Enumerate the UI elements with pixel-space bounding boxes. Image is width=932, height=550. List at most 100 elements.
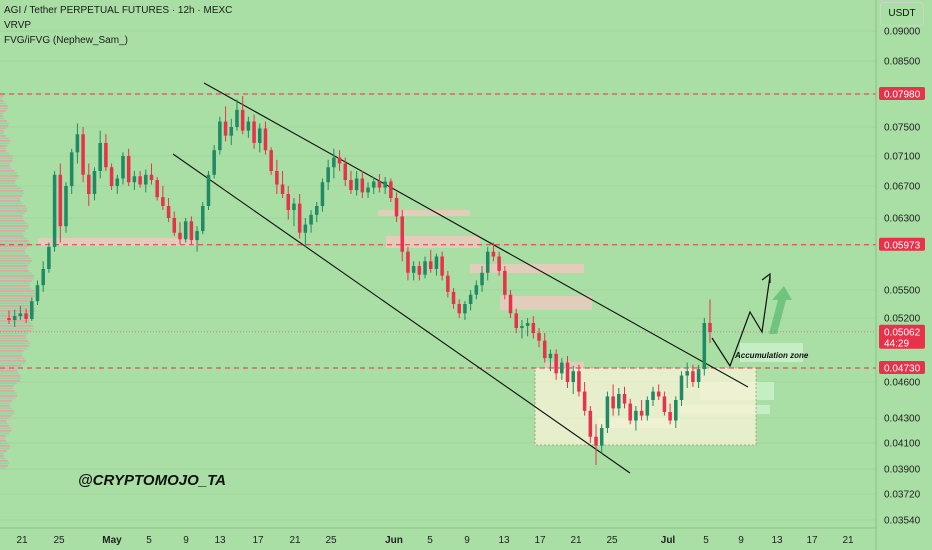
currency-button[interactable]: USDT	[880, 2, 924, 26]
candle-body	[229, 127, 234, 136]
volume-profile-bar	[0, 417, 9, 420]
candle-body	[622, 394, 627, 404]
volume-profile-bar	[0, 295, 36, 297]
volume-profile-bar	[0, 282, 30, 285]
volume-profile-bar	[0, 102, 6, 105]
time-axis-label: 5	[703, 535, 709, 546]
candle-body	[138, 176, 142, 185]
volume-profile-bar	[0, 192, 24, 195]
volume-profile-bar	[0, 182, 16, 185]
candle-body	[280, 184, 285, 194]
volume-profile-bar	[0, 405, 10, 407]
volume-profile-bar	[0, 165, 10, 167]
volume-profile-bar	[0, 100, 4, 102]
volume-profile-bar	[0, 190, 24, 192]
candle-body	[594, 436, 598, 446]
candle-body	[371, 181, 376, 188]
candle-body	[662, 396, 667, 412]
volume-profile-bar	[0, 440, 6, 442]
volume-profile-bar	[0, 270, 29, 272]
bullish-arrow-icon	[769, 286, 792, 334]
candle-body	[64, 186, 68, 227]
candle-body	[417, 266, 422, 275]
indicator-vrvp-label[interactable]: VRVP	[4, 20, 32, 31]
volume-profile-bar	[0, 112, 4, 115]
volume-profile-bar	[0, 157, 14, 160]
fvg-bullish-box	[740, 343, 803, 362]
volume-profile-bar	[0, 350, 24, 352]
volume-profile-bar	[0, 187, 21, 190]
volume-profile-bar	[0, 257, 32, 260]
candle-body	[349, 180, 353, 190]
volume-profile-bar	[0, 167, 12, 170]
volume-profile-bar	[0, 385, 14, 387]
candle-body	[491, 251, 496, 257]
candle-body	[314, 206, 319, 215]
volume-profile-bar	[0, 302, 31, 305]
volume-profile-bar	[0, 327, 34, 330]
candle-body	[81, 134, 85, 175]
time-axis[interactable]: 21 25 May 5 9 13 17 21 25 Jun 5 9 13 17 21 25 Jul 5 9 13 17 2…	[0, 527, 876, 546]
volume-profile-bar	[0, 380, 20, 382]
price-tag-countdown: 44:29	[884, 338, 909, 349]
time-axis-label: 21	[16, 535, 28, 546]
candle-body	[702, 323, 707, 370]
volume-profile-bar	[0, 145, 8, 147]
volume-profile-bar	[0, 442, 9, 445]
candle-body	[24, 313, 28, 319]
price-axis[interactable]: 0.09000 0.08500 0.07980 0.07500 0.07100 0.067…	[875, 0, 932, 550]
candle-body	[18, 313, 23, 317]
candle-body	[485, 251, 490, 273]
candle-body	[560, 362, 564, 374]
candle-body	[109, 167, 114, 186]
candle-body	[87, 174, 91, 194]
volume-profile-bar	[0, 390, 15, 392]
volume-profile-bar	[0, 197, 21, 200]
candle-body	[223, 121, 228, 136]
volume-profile-bar	[0, 245, 29, 247]
time-axis-label: 17	[534, 535, 546, 546]
indicator-fvg-label[interactable]: FVG/iFVG (Nephew_Sam_)	[4, 35, 128, 46]
candle-body	[685, 371, 689, 376]
volume-profile-bar	[0, 460, 8, 462]
candle-body	[149, 174, 154, 180]
volume-profile-bar	[0, 250, 25, 252]
candle-body	[218, 121, 222, 151]
volume-profile-bar	[0, 247, 27, 250]
volume-profile-bar	[0, 362, 25, 365]
candle-body	[104, 142, 108, 168]
volume-profile-bar	[0, 340, 29, 342]
volume-profile-bar	[0, 110, 6, 112]
volume-profile-bar	[0, 215, 23, 217]
candle-body	[525, 323, 530, 326]
volume-profile-bar	[0, 140, 11, 142]
volume-profile-bar	[0, 95, 4, 97]
candle-body	[30, 301, 34, 319]
candle-body	[343, 163, 348, 180]
volume-profile-bar	[0, 125, 9, 127]
volume-profile-bar	[0, 345, 30, 347]
candle-body	[463, 304, 467, 314]
candle-body	[354, 178, 359, 190]
volume-profile-bar	[0, 217, 23, 220]
volume-profile-bar	[0, 275, 35, 277]
candle-body	[58, 174, 63, 227]
volume-profile-bar	[0, 127, 6, 130]
candle-body	[503, 270, 507, 295]
volume-profile-bar	[0, 370, 18, 372]
candle-body	[668, 412, 672, 421]
volume-profile-bar	[0, 435, 6, 437]
price-tag-label: 0.04730	[884, 364, 921, 375]
fvg-bearish-box	[545, 362, 584, 370]
volume-profile-bar	[0, 160, 13, 162]
candle-body	[446, 275, 450, 292]
candle-body	[326, 167, 330, 183]
candle-body	[599, 428, 604, 446]
candle-body	[434, 256, 439, 269]
candle-body	[286, 194, 291, 210]
time-axis-label: 13	[214, 535, 226, 546]
volume-profile-bar	[0, 430, 12, 432]
fvg-bearish-box	[470, 264, 584, 273]
volume-profile-bar	[0, 252, 26, 255]
